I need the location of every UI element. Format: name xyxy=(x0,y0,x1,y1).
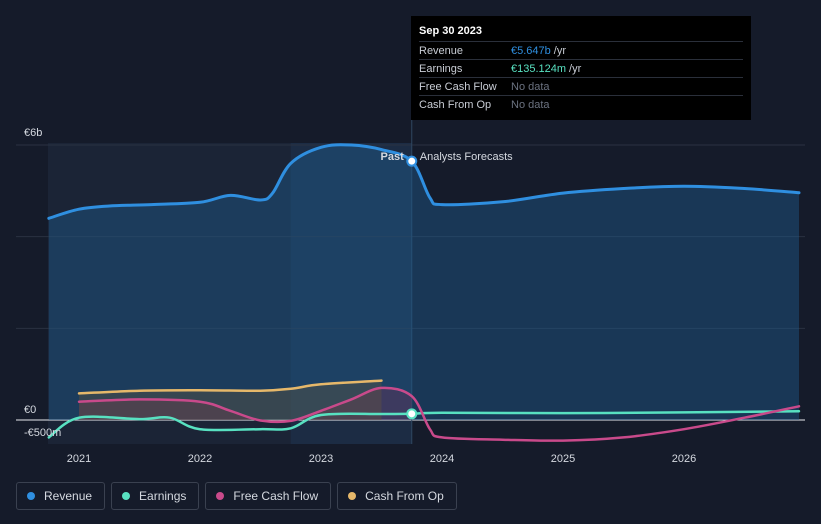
x-tick-label: 2022 xyxy=(188,453,212,465)
legend-dot-icon xyxy=(122,492,131,500)
gridlines xyxy=(16,120,805,444)
y-tick-label-6b: €6b xyxy=(24,127,42,139)
axes: €6b €0 -€500m 2021 2022 2023 2024 2025 2026 xyxy=(24,127,696,465)
legend-item-free-cash-flow[interactable]: Free Cash Flow xyxy=(205,482,332,510)
markers: Past Analysts Forecasts xyxy=(381,151,513,420)
tooltip-date: Sep 30 2023 xyxy=(419,25,482,37)
legend-item-earnings[interactable]: Earnings xyxy=(111,482,200,510)
x-tick-label: 2025 xyxy=(551,453,575,465)
legend-label: Free Cash Flow xyxy=(233,489,319,503)
tooltip-row-revenue: Revenue €5.647b /yr xyxy=(419,41,743,59)
legend-dot-icon xyxy=(216,492,225,500)
tooltip-row-free-cash-flow: Free Cash Flow No data xyxy=(419,77,743,95)
highlight-region xyxy=(290,143,412,444)
line-earnings xyxy=(47,410,801,439)
tooltip-value: No data xyxy=(511,98,550,111)
line-free-cash-flow xyxy=(77,386,801,442)
tooltip-label: Revenue xyxy=(419,44,464,57)
tooltip-unit: /yr xyxy=(553,44,566,57)
tooltip-label: Cash From Op xyxy=(419,98,492,111)
legend: Revenue Earnings Free Cash Flow Cash Fro… xyxy=(16,482,457,510)
line-cash-from-op xyxy=(77,379,383,395)
legend-label: Earnings xyxy=(139,489,187,503)
legend-label: Cash From Op xyxy=(365,489,444,503)
x-tick-label: 2026 xyxy=(672,453,696,465)
area-revenue xyxy=(48,144,800,420)
line-revenue xyxy=(47,143,801,220)
x-tick-label: 2021 xyxy=(67,453,91,465)
tooltip: Sep 30 2023 Revenue €5.647b /yr Earnings… xyxy=(411,16,751,120)
tooltip-unit: /yr xyxy=(569,62,582,75)
series-lines xyxy=(47,143,801,442)
tooltip-value: €135.124m xyxy=(511,62,567,75)
tooltip-value: No data xyxy=(511,80,550,93)
tooltip-row-earnings: Earnings €135.124m /yr xyxy=(419,59,743,77)
tooltip-label: Earnings xyxy=(419,62,463,75)
x-tick-label: 2023 xyxy=(309,453,333,465)
y-tick-label-0: €0 xyxy=(24,404,36,416)
y-tick-label-neg500m: -€500m xyxy=(24,427,61,439)
legend-item-revenue[interactable]: Revenue xyxy=(16,482,106,510)
tooltip-value: €5.647b xyxy=(511,44,551,57)
x-tick-label: 2024 xyxy=(430,453,454,465)
legend-item-cash-from-op[interactable]: Cash From Op xyxy=(337,482,457,510)
legend-dot-icon xyxy=(348,492,357,500)
legend-label: Revenue xyxy=(44,489,93,503)
revenue-marker-dot xyxy=(406,155,418,167)
past-label: Past xyxy=(381,151,405,163)
tooltip-label: Free Cash Flow xyxy=(419,80,497,93)
tooltip-row-cash-from-op: Cash From Op No data xyxy=(419,95,743,113)
analysts-forecasts-label: Analysts Forecasts xyxy=(420,151,513,163)
earnings-marker-dot xyxy=(406,408,418,420)
legend-dot-icon xyxy=(27,492,35,500)
